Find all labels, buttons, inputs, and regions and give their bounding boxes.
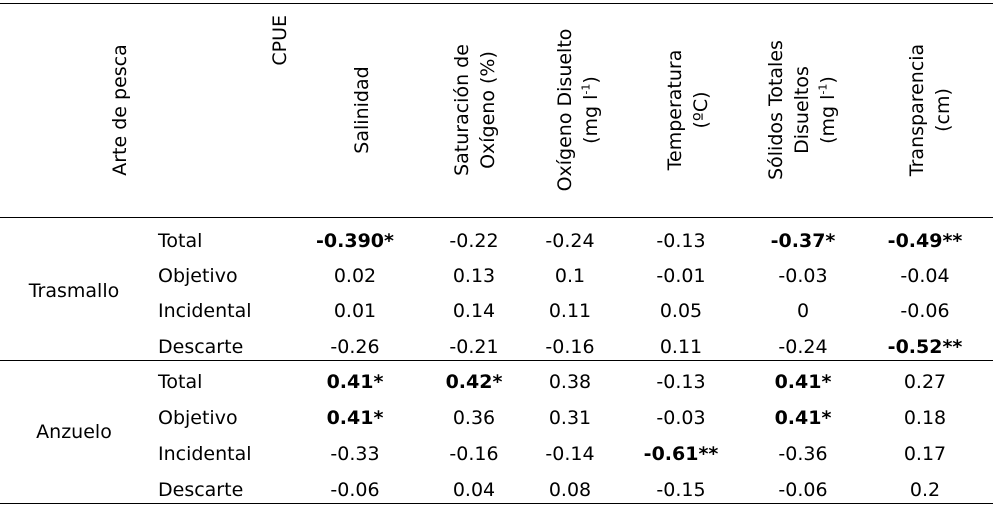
table-cell: 0.01 [333, 300, 377, 322]
table-cell: -0.16 [449, 443, 499, 465]
table-cell: -0.01 [656, 265, 706, 287]
table-cell: 0.1 [554, 265, 586, 287]
row-label: Objetivo [158, 407, 238, 429]
table-cell: 0.27 [903, 371, 947, 393]
header-salinidad: Salinidad [351, 66, 373, 154]
table-cell: -0.390* [316, 230, 394, 252]
table-bottom-rule [0, 503, 993, 504]
table-cell: 0.11 [548, 300, 592, 322]
table-cell: 0.13 [452, 265, 496, 287]
table-cell: 0.38 [548, 371, 592, 393]
table-cell: -0.33 [330, 443, 380, 465]
header-bottom-rule [0, 217, 993, 218]
group-divider-rule [0, 360, 993, 361]
row-label: Incidental [158, 300, 252, 322]
table-cell: 0.14 [452, 300, 496, 322]
header-saturacion-oxigeno: Saturación de Oxígeno (%) [451, 44, 499, 176]
table-cell: -0.22 [449, 230, 499, 252]
table-cell: 0.36 [452, 407, 496, 429]
table-cell: 0.41* [326, 407, 384, 429]
row-label: Incidental [158, 443, 252, 465]
header-solidos-totales-disueltos: Sólidos Totales Disueltos (mg l-1) [765, 40, 839, 180]
row-label: Descarte [158, 336, 244, 358]
table-cell: -0.03 [656, 407, 706, 429]
header-cpue: CPUE [269, 15, 291, 66]
table-cell: 0.05 [659, 300, 703, 322]
table-cell: -0.14 [545, 443, 595, 465]
table-cell: 0.41* [774, 371, 832, 393]
table-cell: 0.41* [326, 371, 384, 393]
table-top-rule [0, 3, 993, 4]
table-cell: 0.42* [445, 371, 503, 393]
table-cell: -0.06 [900, 300, 950, 322]
table-cell: 0.18 [903, 407, 947, 429]
table-cell: -0.21 [449, 336, 499, 358]
table-cell: -0.13 [656, 371, 706, 393]
table-cell: -0.06 [330, 479, 380, 501]
table-cell: -0.37* [770, 230, 836, 252]
table-cell: -0.15 [656, 479, 706, 501]
table-cell: -0.06 [778, 479, 828, 501]
table-cell: 0.02 [333, 265, 377, 287]
table-cell: 0.17 [903, 443, 947, 465]
table-cell: -0.36 [778, 443, 828, 465]
table-cell: -0.24 [545, 230, 595, 252]
table-cell: -0.13 [656, 230, 706, 252]
table-cell: -0.03 [778, 265, 828, 287]
table-cell: 0.11 [659, 336, 703, 358]
table-cell: 0.31 [548, 407, 592, 429]
header-temperatura: Temperatura (ºC) [664, 49, 712, 171]
group-label: Anzuelo [36, 421, 112, 443]
table-cell: 0.04 [452, 479, 496, 501]
header-arte-de-pesca: Arte de pesca [109, 44, 131, 176]
table-cell: -0.52** [887, 336, 963, 358]
table-cell: 0.41* [774, 407, 832, 429]
table-cell: 0 [796, 300, 810, 322]
table-cell: -0.16 [545, 336, 595, 358]
row-label: Objetivo [158, 265, 238, 287]
row-label: Total [158, 371, 203, 393]
table-cell: -0.04 [900, 265, 950, 287]
table-cell: 0.08 [548, 479, 592, 501]
header-transparencia: Transparencia (cm) [906, 43, 954, 177]
table-cell: -0.26 [330, 336, 380, 358]
row-label: Descarte [158, 479, 244, 501]
table-cell: -0.24 [778, 336, 828, 358]
table-cell: -0.61** [643, 443, 719, 465]
table-cell: -0.49** [887, 230, 963, 252]
row-label: Total [158, 230, 203, 252]
header-oxigeno-disuelto: Oxígeno Disuelto (mg l-1) [554, 28, 602, 192]
table-cell: 0.2 [909, 479, 941, 501]
group-label: Trasmallo [28, 280, 120, 302]
